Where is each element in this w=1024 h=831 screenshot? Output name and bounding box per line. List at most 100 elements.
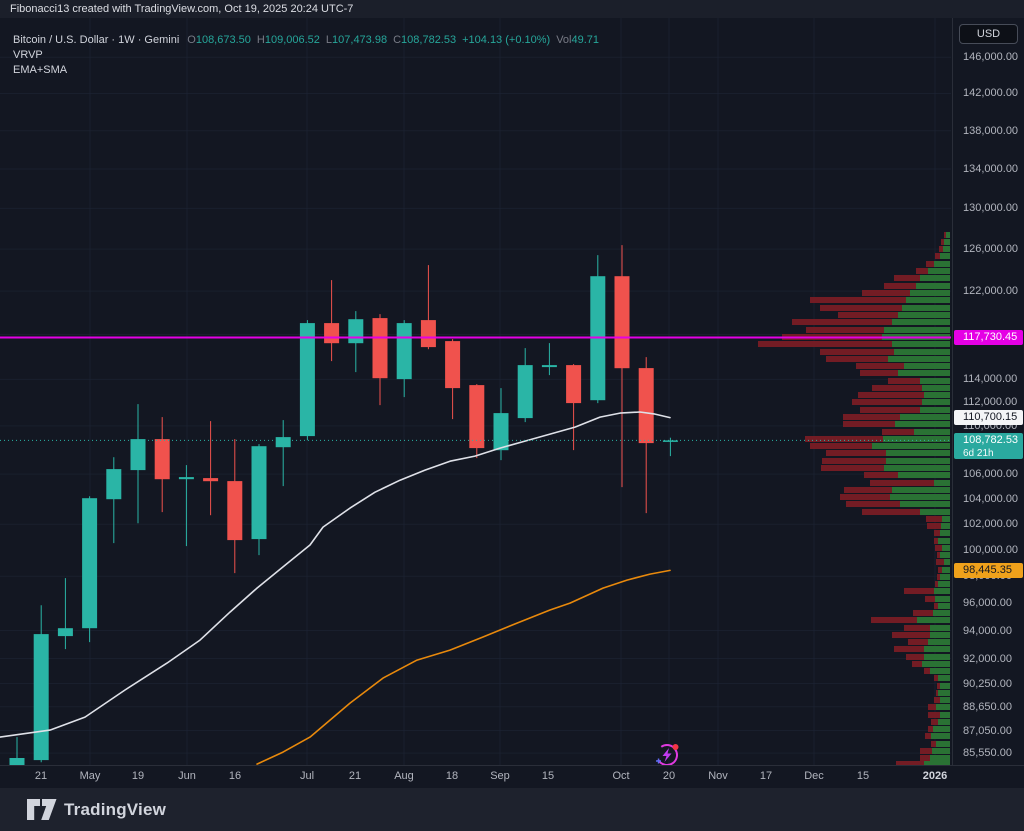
candle-body[interactable] — [493, 413, 509, 451]
chart-pane — [0, 18, 951, 766]
volume-profile-down-bar — [934, 538, 938, 544]
volume-profile-up-bar — [940, 253, 950, 259]
volume-profile-down-bar — [934, 530, 940, 536]
time-tick-label: 20 — [662, 770, 676, 782]
candle-body[interactable] — [348, 319, 364, 344]
price-label-hline: 117,730.45 — [954, 330, 1023, 345]
volume-profile-up-bar — [886, 450, 950, 456]
candle-body[interactable] — [324, 323, 340, 344]
candle-body[interactable] — [106, 469, 122, 500]
volume-profile-down-bar — [820, 349, 894, 355]
tradingview-logo-icon[interactable] — [27, 798, 57, 821]
candle-body[interactable] — [299, 323, 315, 437]
price-tick-label: 90,250.00 — [963, 678, 1012, 690]
chart-legend: Bitcoin / U.S. Dollar · 1W · Gemini O108,… — [13, 33, 605, 78]
time-axis[interactable]: 21 May 19 Jun 16 Jul 21 Aug 18 Sep 15 Oct 20 Nov 17 Dec… — [0, 765, 1024, 788]
sticker-dot — [672, 744, 679, 750]
candle-body[interactable] — [178, 477, 194, 480]
volume-profile-down-bar — [920, 748, 932, 754]
indicator-ema-sma[interactable]: EMA+SMA — [13, 64, 68, 76]
low-label: L — [325, 34, 333, 46]
candle-body[interactable] — [9, 758, 25, 766]
volume-profile-up-bar — [892, 341, 950, 347]
volume-profile-down-bar — [862, 509, 920, 515]
price-tick-label: 96,000.00 — [963, 597, 1012, 609]
volume-profile-down-bar — [941, 239, 944, 245]
volume-profile-up-bar — [938, 581, 950, 587]
candle-body[interactable] — [57, 628, 73, 637]
volume-profile-up-bar — [933, 726, 950, 732]
brand-name[interactable]: TradingView — [64, 799, 167, 819]
volume-profile-down-bar — [904, 625, 930, 631]
volume-profile-down-bar — [870, 480, 934, 486]
time-tick-label: 21 — [34, 770, 48, 782]
volume-profile-down-bar — [926, 261, 934, 267]
volume-profile-down-bar — [928, 704, 936, 710]
volume-profile-up-bar — [924, 654, 950, 660]
volume-profile-up-bar — [883, 436, 950, 442]
volume-profile-down-bar — [810, 443, 872, 449]
price-axis[interactable]: USD 146,000.00 142,000.00 138,000.00 134,00… — [952, 18, 1024, 788]
candle-body[interactable] — [517, 365, 533, 419]
candle-body[interactable] — [541, 365, 557, 368]
volume-profile-down-bar — [858, 392, 924, 398]
snapshot-header: Fibonacci13 created with TradingView.com… — [0, 0, 1024, 18]
volume-profile-down-bar — [846, 501, 900, 507]
candle-body[interactable] — [372, 318, 388, 379]
high-label: H — [256, 34, 265, 46]
time-tick-label: Sep — [490, 770, 510, 782]
price-tick-label: 94,000.00 — [963, 625, 1012, 637]
time-tick-label: Jul — [299, 770, 315, 782]
candle-body[interactable] — [33, 634, 49, 761]
volume-profile-down-bar — [871, 617, 917, 623]
volume-profile-down-bar — [843, 421, 895, 427]
volume-profile-down-bar — [925, 733, 931, 739]
candle-body[interactable] — [251, 446, 267, 540]
price-tick-label: 112,000.00 — [963, 396, 1018, 408]
volume-profile-up-bar — [904, 363, 950, 369]
candle-body[interactable] — [82, 498, 98, 629]
candle-body[interactable] — [662, 440, 678, 442]
candle-body[interactable] — [469, 385, 485, 449]
candle-body[interactable] — [154, 439, 170, 480]
volume-profile-up-bar — [910, 290, 950, 296]
time-tick-label: Oct — [612, 770, 630, 782]
candle-body[interactable] — [614, 276, 630, 369]
volume-profile-up-bar — [942, 545, 950, 551]
volume-profile-down-bar — [920, 755, 930, 761]
candle-body[interactable] — [203, 478, 219, 482]
currency-toggle-button[interactable]: USD — [959, 24, 1018, 44]
volume-profile-down-bar — [860, 407, 920, 413]
volume-profile-down-bar — [906, 654, 924, 660]
volume-profile-up-bar — [934, 588, 950, 594]
volume-profile-up-bar — [941, 523, 950, 529]
price-tick-label: 102,000.00 — [963, 518, 1019, 530]
symbol-title[interactable]: Bitcoin / U.S. Dollar · 1W · Gemini — [13, 34, 180, 46]
volume-profile-up-bar — [942, 567, 950, 573]
candle-body[interactable] — [130, 439, 146, 471]
candle-body[interactable] — [445, 341, 461, 389]
candle-body[interactable] — [227, 481, 243, 541]
volume-profile-up-bar — [892, 319, 950, 325]
candle-body[interactable] — [566, 365, 582, 404]
volume-profile-up-bar — [943, 246, 950, 252]
volume-profile-down-bar — [896, 761, 924, 765]
volume-profile-down-bar — [894, 646, 924, 652]
candle-body[interactable] — [396, 323, 412, 380]
price-label-last: 108,782.53 6d 21h — [954, 433, 1023, 459]
volume-profile-up-bar — [922, 385, 950, 391]
volume-profile-up-bar — [938, 603, 950, 609]
indicator-vrvp[interactable]: VRVP — [13, 49, 43, 61]
volume-value: 49.71 — [571, 34, 600, 46]
volume-profile-up-bar — [940, 712, 950, 718]
volume-profile-up-bar — [946, 232, 950, 238]
volume-profile-up-bar — [924, 761, 950, 765]
candle-body[interactable] — [638, 368, 654, 444]
candle-body[interactable] — [420, 320, 436, 348]
volume-profile-up-bar — [892, 487, 950, 493]
sticker-bolt — [662, 748, 672, 762]
volume-profile-up-bar — [944, 559, 950, 565]
volume-profile-down-bar — [934, 675, 938, 681]
candle-body[interactable] — [275, 437, 291, 448]
